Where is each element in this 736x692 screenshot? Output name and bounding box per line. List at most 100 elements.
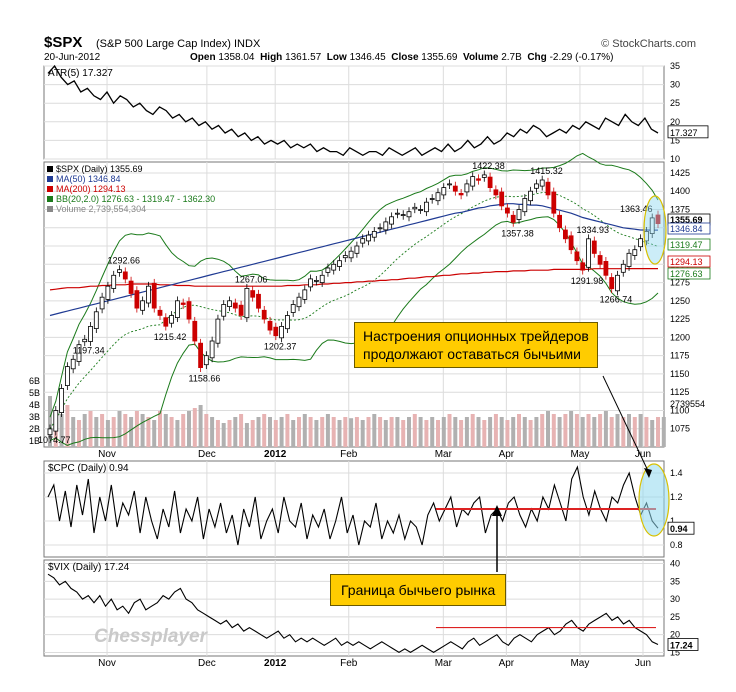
volume-bar [158,411,162,447]
low-label: Low [326,52,347,63]
watermark: Chessplayer [94,626,208,647]
volume-bar [100,414,105,447]
volume-bar [476,417,481,447]
candle-body [140,300,146,311]
candle-body [452,185,458,192]
candle-body [267,320,273,331]
candle-body [366,234,371,242]
volume-bar [291,420,296,447]
candle-body [313,279,319,282]
cpc-highlight-ellipse [638,463,670,537]
candle-body [215,318,221,344]
volume-bar [129,417,134,447]
volume-bar [250,420,255,447]
cpc-legend: $CPC (Daily) 0.94 [48,463,129,474]
volume-bar [71,417,76,447]
price-annotation: 1357.38 [501,228,534,238]
atr-tick-label: 25 [670,98,680,108]
price-tick-label: 1375 [670,205,690,215]
volume-bar [546,411,550,447]
candle-body [342,255,348,259]
atr-tick-label: 10 [670,154,680,164]
volume-bar [233,417,238,447]
price-annotation: 1291.98 [571,276,604,286]
volume-bar [175,420,180,447]
candle-body [163,317,169,327]
cpc-tick-label: 1.2 [670,492,683,502]
candle-body [59,388,64,414]
candle-body [476,178,481,181]
cpc-last-box [667,521,695,535]
volume-bar [320,417,325,447]
price-right-box [667,255,711,268]
candle-body [209,340,215,359]
volume-bar [117,411,122,447]
volume-bar [551,414,556,447]
volume-bar [146,417,151,447]
price-right-value: 1276.63 [670,269,703,279]
candle-body [169,315,175,324]
volume-bar [88,411,93,447]
volume-bar [609,417,614,447]
volume-bar [407,417,411,447]
volume-bar [48,396,52,447]
candle-body [284,315,290,330]
ma200-line [49,268,658,291]
volume-bar [325,414,330,447]
candle-body [655,214,661,225]
volume-bar [603,411,608,447]
price-tick-label: 1425 [670,168,690,178]
candle-body [435,192,441,202]
candle-body [134,290,140,309]
high-label: High [260,52,283,63]
candle-body [302,289,308,300]
price-annotation: 1074.77 [38,435,71,445]
volume-bar [354,417,359,447]
volume-value: 2.7B [501,52,522,63]
candle-body [331,263,337,271]
candle-body [53,410,59,432]
volume-bar [598,414,603,447]
candle-body [499,191,505,207]
volume-bar [436,420,440,447]
candle-body [250,290,256,298]
price-right-box [667,222,711,235]
chart-date: 20-Jun-2012 [44,52,101,63]
candle-body [111,274,117,289]
volume-bar [163,414,168,447]
candle-body [105,285,111,300]
candle-body [620,263,626,273]
candle-body [423,201,429,213]
candle-body [418,209,424,211]
vix-last-value: 17.24 [670,640,693,650]
candle-body [481,174,487,178]
sentiment-arrowhead [644,468,652,478]
candle-body [319,274,325,283]
volume-bar [459,420,464,447]
volume-bar [493,414,498,447]
candle-body [192,320,198,342]
boundary-arrowhead [492,505,502,516]
volume-bar [569,411,574,447]
candle-body [632,249,638,256]
candle-body [615,274,620,292]
price-right-value: 1319.47 [670,240,703,250]
price-annotation: 1215.42 [154,332,187,342]
price-annotation: 1415.32 [530,166,563,176]
volume-tick-label: 6B [29,376,40,386]
volume-bar [349,418,354,447]
candle-body [441,187,447,196]
month-label: May [570,658,589,669]
candle-body [279,325,285,339]
volume-bar [470,414,475,447]
candle-body [70,358,76,370]
price-annotation: 1334.93 [577,225,610,235]
candle-body [232,302,238,309]
volume-bar [262,414,267,447]
price-annotation: 1292.66 [107,256,140,266]
price-annotation: 1158.66 [189,374,221,384]
candle-body [290,304,296,313]
candle-body [47,428,53,436]
price-highlight-ellipse [643,195,667,265]
